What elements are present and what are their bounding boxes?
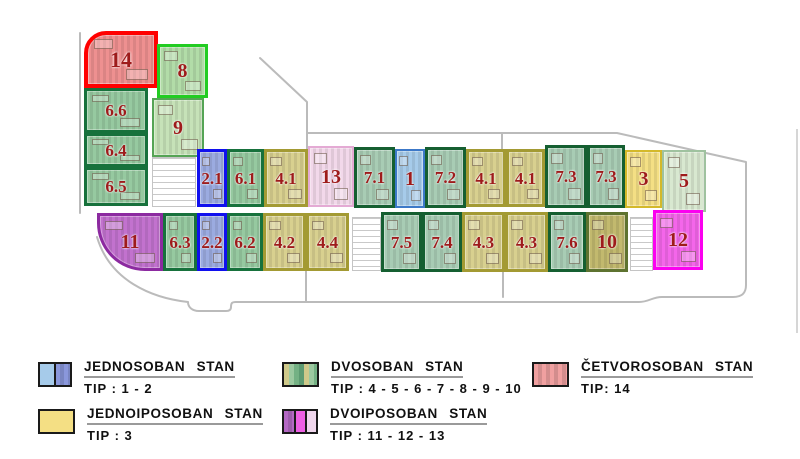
unit-12[interactable]: 12	[653, 210, 703, 270]
unit-number: 6.3	[169, 232, 191, 252]
unit-4-3[interactable]: 4.3	[462, 212, 505, 272]
legend-title: ČETVOROSOBAN STAN	[581, 359, 754, 378]
legend-title: JEDNOSOBAN STAN	[84, 359, 235, 378]
unit-7-1[interactable]: 7.1	[354, 147, 395, 208]
unit-5[interactable]: 5	[662, 150, 706, 212]
unit-1[interactable]: 1	[395, 149, 425, 208]
unit-number: 1	[405, 167, 415, 190]
legend-swatch-red	[532, 362, 569, 387]
unit-2-2[interactable]: 2.2	[197, 213, 227, 271]
legend-title: DVOSOBAN STAN	[331, 359, 464, 378]
unit-number: 8	[177, 60, 188, 82]
outline-topleft-diagonal	[259, 57, 308, 151]
stairwell	[352, 217, 381, 271]
unit-4-1[interactable]: 4.1	[264, 149, 308, 207]
unit-number: 11	[120, 231, 140, 253]
unit-6-6[interactable]: 6.6	[84, 88, 148, 133]
legend-title: JEDNOIPOSOBAN STAN	[87, 406, 263, 425]
legend-item: JEDNOIPOSOBAN STAN TIP : 3	[38, 405, 263, 443]
unit-number: 4.2	[273, 232, 296, 252]
unit-number: 7.6	[556, 232, 578, 252]
unit-number: 7.3	[555, 167, 577, 186]
unit-number: 12	[668, 229, 688, 251]
unit-number: 6.6	[105, 101, 127, 120]
legend-swatch	[532, 362, 569, 387]
unit-number: 5	[679, 170, 689, 192]
unit-number: 6.2	[234, 232, 256, 252]
legend-item: DVOSOBAN STAN TIP : 4 - 5 - 6 - 7 - 8 - 9…	[282, 358, 522, 396]
unit-11[interactable]: 11	[97, 213, 163, 271]
unit-7-6[interactable]: 7.6	[548, 212, 586, 272]
unit-number: 2.2	[201, 232, 223, 252]
unit-number: 6.4	[105, 140, 127, 160]
unit-number: 4.1	[514, 168, 537, 188]
legend-tip: TIP : 11 - 12 - 13	[330, 428, 446, 443]
unit-number: 6.1	[234, 168, 257, 188]
stairwell	[630, 217, 653, 271]
legend-item: ČETVOROSOBAN STAN TIP: 14	[532, 358, 754, 396]
unit-4-3[interactable]: 4.3	[505, 212, 548, 272]
unit-number: 7.2	[434, 168, 457, 187]
legend-item: DVOIPOSOBAN STAN TIP : 11 - 12 - 13	[282, 405, 488, 443]
unit-13[interactable]: 13	[308, 146, 354, 207]
unit-number: 7.4	[431, 232, 453, 252]
legend-swatch-blue2	[54, 362, 72, 387]
unit-10[interactable]: 10	[586, 212, 628, 272]
unit-number: 4.3	[472, 232, 495, 252]
unit-6-4[interactable]: 6.4	[84, 133, 148, 167]
unit-number: 7.3	[595, 167, 617, 186]
unit-number: 3	[638, 168, 649, 190]
legend-swatch-greenmix	[282, 362, 319, 387]
unit-6-1[interactable]: 6.1	[227, 149, 264, 207]
legend-tip: TIP : 3	[87, 428, 133, 443]
unit-number: 4.1	[475, 168, 497, 188]
legend-swatch-palepink	[305, 409, 318, 434]
unit-8[interactable]: 8	[157, 44, 208, 98]
unit-4-2[interactable]: 4.2	[263, 213, 306, 271]
unit-number: 9	[173, 116, 183, 139]
stairwell	[152, 157, 196, 207]
unit-number: 7.1	[363, 168, 386, 187]
legend-swatch	[38, 362, 72, 387]
unit-4-1[interactable]: 4.1	[506, 149, 545, 207]
unit-6-3[interactable]: 6.3	[163, 213, 197, 271]
unit-2-1[interactable]: 2.1	[197, 149, 227, 207]
legend-swatch	[38, 409, 75, 434]
unit-4-1[interactable]: 4.1	[466, 149, 506, 207]
legend-swatch	[282, 362, 319, 387]
unit-number: 4.3	[515, 232, 538, 252]
unit-number: 10	[597, 231, 617, 253]
unit-6-5[interactable]: 6.5	[84, 167, 148, 206]
unit-number: 4.4	[316, 232, 339, 252]
unit-7-4[interactable]: 7.4	[422, 212, 462, 272]
legend-tip: TIP: 14	[581, 381, 631, 396]
unit-9[interactable]: 9	[152, 98, 204, 157]
unit-14[interactable]: 14	[84, 31, 158, 88]
legend-swatch-yellow	[38, 409, 75, 434]
unit-7-5[interactable]: 7.5	[381, 212, 422, 272]
unit-7-3[interactable]: 7.3	[587, 145, 625, 208]
unit-7-2[interactable]: 7.2	[425, 147, 466, 208]
legend-item: JEDNOSOBAN STAN TIP : 1 - 2	[38, 358, 235, 396]
legend-swatch	[282, 409, 318, 434]
unit-number: 7.5	[390, 232, 413, 252]
unit-7-3[interactable]: 7.3	[545, 145, 587, 208]
legend-title: DVOIPOSOBAN STAN	[330, 406, 488, 425]
unit-3[interactable]: 3	[625, 150, 662, 208]
unit-6-2[interactable]: 6.2	[227, 213, 263, 271]
unit-number: 2.1	[201, 168, 223, 188]
outline-main-boundary	[96, 132, 747, 312]
unit-4-4[interactable]: 4.4	[306, 213, 349, 271]
unit-number: 13	[321, 165, 341, 188]
legend-tip: TIP : 4 - 5 - 6 - 7 - 8 - 9 - 10	[331, 381, 522, 396]
unit-number: 6.5	[105, 177, 127, 196]
legend-tip: TIP : 1 - 2	[84, 381, 153, 396]
unit-number: 14	[110, 46, 132, 72]
unit-number: 4.1	[275, 168, 297, 188]
